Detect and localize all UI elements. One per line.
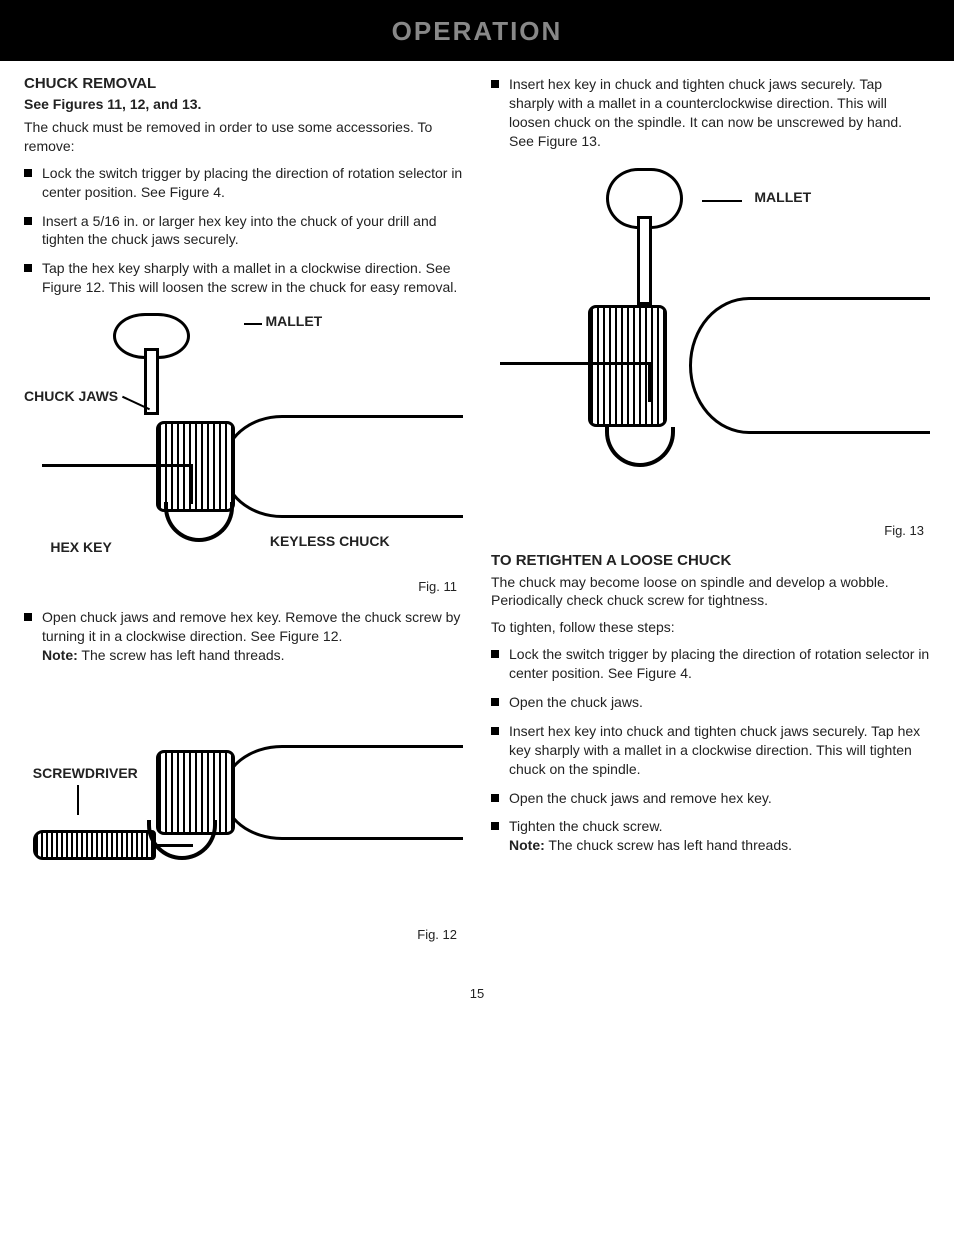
right-column: Insert hex key in chuck and tighten chuc… [491,75,930,956]
figure-12-caption: Fig. 12 [24,927,463,942]
page-number: 15 [0,986,954,1001]
chuck-removal-heading: CHUCK REMOVAL [24,75,463,92]
list-item: Tighten the chuck screw. Note: The chuck… [491,817,930,855]
retighten-steps-lead: To tighten, follow these steps: [491,618,930,637]
note-label: Note: [42,647,78,663]
screwdriver-icon [33,830,156,860]
figure-11-caption: Fig. 11 [24,579,463,594]
list-item: Insert hex key in chuck and tighten chuc… [491,75,930,151]
figure-11: MALLET CHUCK JAWS HEX KEY KEYLESS CHUCK … [24,307,463,594]
figure-12-illustration: SCREWDRIVER [24,675,463,925]
note-label: Note: [509,837,545,853]
list-item: Open the chuck jaws. [491,693,930,712]
retighten-steps: Lock the switch trigger by placing the d… [491,645,930,855]
drill-body-icon [222,745,463,840]
rotation-arrow-icon [605,427,675,467]
drill-body-icon [689,297,930,434]
rotation-arrow-icon [164,502,234,542]
retighten-intro: The chuck may become loose on spindle an… [491,573,930,611]
bullet-text: Open chuck jaws and remove hex key. Remo… [42,609,460,644]
right-top-bullet: Insert hex key in chuck and tighten chuc… [491,75,930,151]
list-item: Insert hex key into chuck and tighten ch… [491,722,930,779]
callout-screwdriver: SCREWDRIVER [33,765,138,781]
note-text: The chuck screw has left hand threads. [545,837,792,853]
list-item: Open the chuck jaws and remove hex key. [491,789,930,808]
callout-hex-key: HEX KEY [50,539,111,555]
callout-chuck-jaws: CHUCK JAWS [24,388,118,404]
two-column-layout: CHUCK REMOVAL See Figures 11, 12, and 13… [0,75,954,956]
callout-mallet: MALLET [265,313,322,329]
list-item: Insert a 5/16 in. or larger hex key into… [24,212,463,250]
mallet-icon [596,168,693,305]
left-column: CHUCK REMOVAL See Figures 11, 12, and 13… [24,75,463,956]
retighten-heading: TO RETIGHTEN A LOOSE CHUCK [491,552,930,569]
list-item: Open chuck jaws and remove hex key. Remo… [24,608,463,665]
page-banner: OPERATION [0,0,954,61]
figure-13-caption: Fig. 13 [491,523,930,538]
chuck-removal-steps-b: Open chuck jaws and remove hex key. Remo… [24,608,463,665]
figure-12: SCREWDRIVER Fig. 12 [24,675,463,942]
chuck-removal-intro: The chuck must be removed in order to us… [24,118,463,156]
callout-mallet: MALLET [754,189,811,205]
callout-keyless-chuck: KEYLESS CHUCK [270,534,390,549]
hex-key-icon [42,464,191,467]
figure-13: MALLET Fig. 13 [491,161,930,538]
figure-11-illustration: MALLET CHUCK JAWS HEX KEY KEYLESS CHUCK [24,307,463,577]
bullet-text: Tighten the chuck screw. [509,818,663,834]
drill-body-icon [222,415,463,518]
see-figures-line: See Figures 11, 12, and 13. [24,96,463,112]
keyless-chuck-icon [588,305,667,427]
figure-13-illustration: MALLET [491,161,930,521]
list-item: Tap the hex key sharply with a mallet in… [24,259,463,297]
hex-key-icon [500,362,649,365]
rotation-arrow-icon [147,820,217,860]
list-item: Lock the switch trigger by placing the d… [491,645,930,683]
note-text: The screw has left hand threads. [78,647,285,663]
list-item: Lock the switch trigger by placing the d… [24,164,463,202]
chuck-removal-steps-a: Lock the switch trigger by placing the d… [24,164,463,297]
